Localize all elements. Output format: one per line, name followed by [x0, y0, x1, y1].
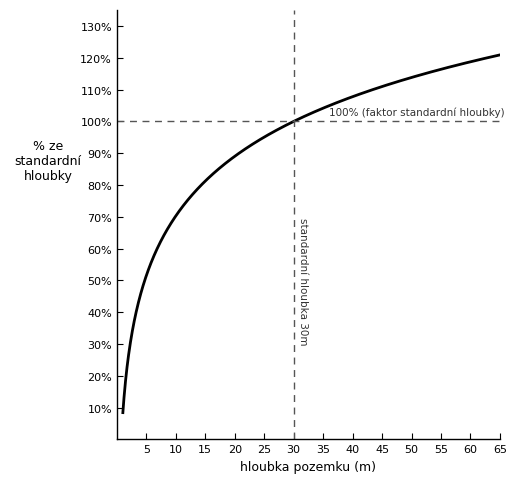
Y-axis label: % ze
standardní
hloubky: % ze standardní hloubky — [15, 139, 81, 182]
X-axis label: hloubka pozemku (m): hloubka pozemku (m) — [240, 460, 377, 473]
Text: 100% (faktor standardní hloubky): 100% (faktor standardní hloubky) — [329, 107, 505, 118]
Text: standardní hloubka 30m: standardní hloubka 30m — [298, 217, 308, 345]
